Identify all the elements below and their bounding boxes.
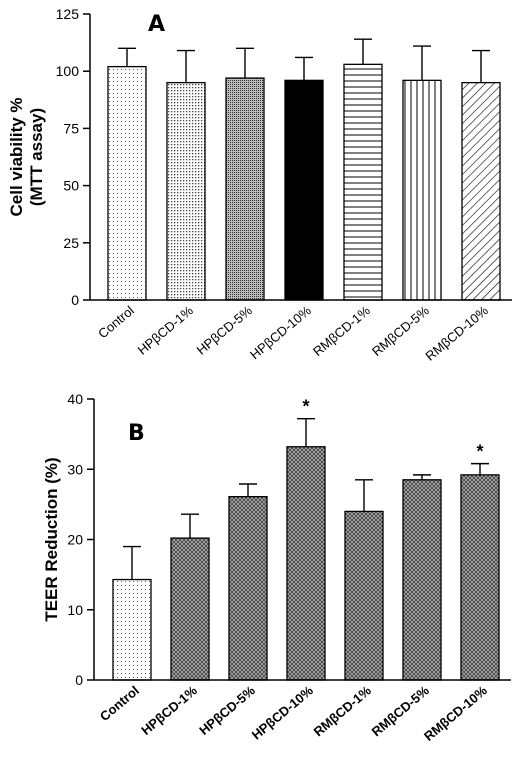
panel-b-chart: 010203040ControlHPβCD-1%HPβCD-5%*HPβCD-1… — [42, 391, 511, 744]
bar — [460, 474, 500, 681]
panel-label: B — [128, 421, 145, 446]
x-category-label: RMβCD-10% — [422, 303, 491, 364]
y-tick-label: 40 — [67, 391, 83, 407]
x-category-label: HPβCD-10% — [247, 303, 314, 363]
x-category-label: HPβCD-5% — [194, 303, 256, 358]
y-tick-label: 100 — [56, 63, 80, 79]
bar — [170, 537, 210, 681]
bar — [225, 77, 265, 301]
bar — [107, 65, 147, 301]
significance-marker: * — [302, 397, 309, 417]
bar — [343, 63, 383, 301]
bar — [344, 510, 384, 681]
y-tick-label: 50 — [63, 178, 79, 194]
y-tick-label: 75 — [63, 120, 79, 136]
y-tick-label: 20 — [67, 532, 83, 548]
bar — [112, 578, 152, 681]
x-category-label: RMβCD-5% — [369, 303, 432, 360]
bar — [402, 479, 442, 681]
y-axis-title: Cell viability % — [7, 97, 26, 216]
bar — [286, 446, 326, 681]
bar — [461, 81, 501, 301]
y-tick-label: 10 — [67, 602, 83, 618]
x-category-label: HPβCD-10% — [249, 683, 317, 743]
y-tick-label: 30 — [67, 461, 83, 477]
y-tick-label: 0 — [71, 292, 79, 308]
y-axis-title: TEER Reduction (%) — [42, 457, 61, 621]
bar — [402, 79, 442, 301]
x-category-label: RMβCD-10% — [421, 683, 490, 744]
x-category-label: Control — [97, 683, 142, 724]
x-category-label: Control — [95, 303, 137, 342]
y-tick-label: 25 — [63, 235, 79, 251]
bar — [284, 79, 324, 301]
x-category-label: RMβCD-1% — [311, 683, 375, 740]
significance-marker: * — [476, 442, 483, 462]
bar — [166, 81, 206, 301]
x-category-label: RMβCD-1% — [310, 303, 373, 360]
y-tick-label: 0 — [75, 672, 83, 688]
bar — [228, 495, 268, 681]
y-tick-label: 125 — [56, 6, 80, 22]
y-axis-title: (MTT assay) — [27, 108, 46, 206]
panel-a-chart: 0 25 50 75 100 125 ControlHPβCD-1%HPβCD-5%HPβC… — [7, 6, 512, 364]
x-category-label: HPβCD-1% — [138, 683, 200, 738]
panel-label: A — [148, 12, 165, 37]
x-category-label: HPβCD-1% — [135, 303, 197, 358]
